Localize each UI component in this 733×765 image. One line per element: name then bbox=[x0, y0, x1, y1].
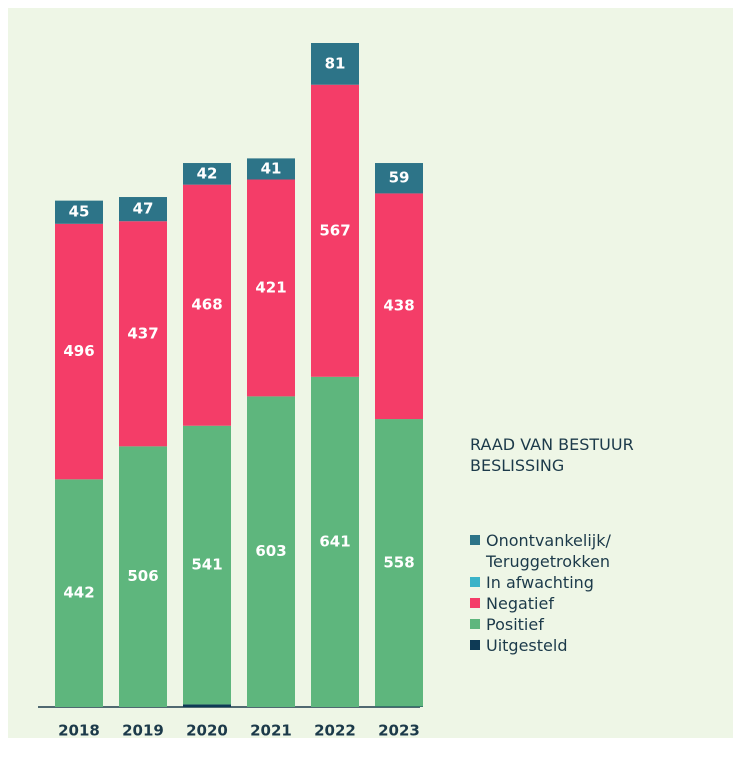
x-tick-label: 2020 bbox=[186, 722, 228, 740]
legend-item: In afwachting bbox=[470, 572, 611, 593]
bar-segment bbox=[55, 223, 103, 480]
legend-label: Negatief bbox=[486, 594, 554, 613]
value-label: 442 bbox=[63, 584, 94, 602]
bar-segment bbox=[183, 184, 231, 426]
bar-segment bbox=[119, 197, 167, 222]
value-label: 45 bbox=[69, 203, 90, 221]
legend-swatch bbox=[470, 577, 480, 587]
value-label: 541 bbox=[191, 556, 222, 574]
bar-segment bbox=[375, 163, 423, 194]
legend-item: Onontvankelijk/ Teruggetrokken bbox=[470, 530, 611, 572]
legend-item: Negatief bbox=[470, 593, 611, 614]
bar-segment bbox=[183, 425, 231, 705]
value-label: 558 bbox=[383, 553, 414, 571]
bar-segment bbox=[183, 704, 231, 707]
value-label: 47 bbox=[133, 200, 154, 218]
value-label: 438 bbox=[383, 297, 414, 315]
value-label: 42 bbox=[197, 164, 218, 182]
value-label: 567 bbox=[319, 221, 350, 239]
bar-segment bbox=[119, 446, 167, 707]
bar-segment bbox=[247, 179, 295, 397]
value-label: 437 bbox=[127, 324, 158, 342]
value-label: 641 bbox=[319, 532, 350, 550]
legend-swatch bbox=[470, 619, 480, 629]
x-tick-label: 2023 bbox=[378, 722, 420, 740]
bar-segment bbox=[311, 43, 359, 85]
value-label: 506 bbox=[127, 567, 158, 585]
legend-label: Onontvankelijk/ Teruggetrokken bbox=[486, 531, 611, 571]
value-label: 59 bbox=[389, 169, 410, 187]
bar-segment bbox=[55, 200, 103, 224]
background bbox=[8, 8, 733, 738]
x-tick-label: 2018 bbox=[58, 722, 100, 740]
x-tick-label: 2021 bbox=[250, 722, 292, 740]
x-tick-label: 2022 bbox=[314, 722, 356, 740]
bar-segment bbox=[119, 221, 167, 447]
legend-item: Positief bbox=[470, 614, 611, 635]
bar-segment bbox=[311, 84, 359, 377]
bar-segment bbox=[311, 376, 359, 707]
legend: Onontvankelijk/ Teruggetrokken In afwacht… bbox=[470, 530, 611, 656]
bar-segment bbox=[247, 158, 295, 180]
legend-label: In afwachting bbox=[486, 573, 594, 592]
value-label: 41 bbox=[261, 159, 282, 177]
value-label: 468 bbox=[191, 296, 222, 314]
value-label: 421 bbox=[255, 278, 286, 296]
bar-segment bbox=[247, 396, 295, 707]
value-label: 81 bbox=[325, 54, 346, 72]
bar-segment bbox=[375, 193, 423, 420]
bar-segment bbox=[375, 706, 423, 707]
value-label: 603 bbox=[255, 542, 286, 560]
bar-segment bbox=[375, 419, 423, 707]
x-tick-label: 2019 bbox=[122, 722, 164, 740]
legend-label: Uitgesteld bbox=[486, 636, 568, 655]
legend-swatch bbox=[470, 640, 480, 650]
bar-segment bbox=[55, 479, 103, 707]
value-label: 496 bbox=[63, 342, 94, 360]
legend-swatch bbox=[470, 535, 480, 545]
legend-title: RAAD VAN BESTUUR BESLISSING bbox=[470, 435, 634, 475]
bar-segment bbox=[183, 163, 231, 185]
legend-swatch bbox=[470, 598, 480, 608]
legend-item: Uitgesteld bbox=[470, 635, 611, 656]
legend-label: Positief bbox=[486, 615, 544, 634]
